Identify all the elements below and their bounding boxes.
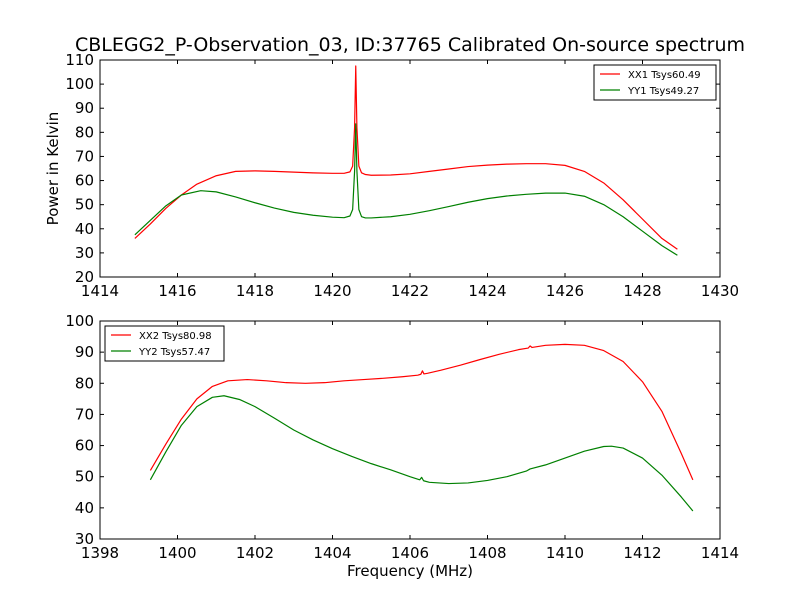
y-tick-label: 60 [75, 172, 94, 190]
y-tick-label: 80 [75, 374, 94, 392]
y-tick-label: 110 [65, 51, 94, 69]
y-tick-label: 30 [75, 244, 94, 262]
x-axis-label: Frequency (MHz) [347, 562, 473, 580]
x-tick-label: 1402 [236, 544, 274, 562]
y-axis-label: Power in Kelvin [44, 112, 62, 226]
series-line-0-0 [134, 65, 678, 250]
legend-label: YY2 Tsys57.47 [138, 347, 210, 358]
y-tick-label: 100 [65, 75, 94, 93]
x-tick-label: 1412 [623, 544, 661, 562]
legend-label: XX1 Tsys60.49 [628, 70, 701, 81]
y-tick-label: 50 [75, 196, 94, 214]
y-tick-label: 100 [65, 312, 94, 330]
y-tick-label: 90 [75, 343, 94, 361]
series-line-0-1 [134, 123, 678, 256]
y-tick-label: 90 [75, 99, 94, 117]
series-line-1-1 [149, 395, 694, 512]
x-tick-label: 1430 [701, 282, 739, 300]
x-tick-label: 1408 [468, 544, 506, 562]
x-tick-label: 1416 [158, 282, 196, 300]
y-tick-label: 60 [75, 437, 94, 455]
x-tick-label: 1410 [546, 544, 584, 562]
x-tick-label: 1400 [158, 544, 196, 562]
legend: XX2 Tsys80.98 YY2 Tsys57.47 [104, 325, 225, 362]
y-tick-label: 30 [75, 530, 94, 548]
legend-box [593, 64, 717, 101]
x-tick-label: 1424 [468, 282, 506, 300]
x-tick-label: 1406 [391, 544, 429, 562]
x-tick-label: 1414 [81, 282, 119, 300]
y-tick-label: 40 [75, 220, 94, 238]
bottom-spectrum-panel: 1398 1400 1402 1404 1406 1408 1410 1412 1414 30 40… [65, 312, 739, 580]
y-tick-label: 50 [75, 468, 94, 486]
legend-label: YY1 Tsys49.27 [627, 86, 699, 97]
y-tick-label: 70 [75, 147, 94, 165]
x-tick-label: 1428 [623, 282, 661, 300]
y-tick-label: 80 [75, 123, 94, 141]
y-tick-label: 20 [75, 268, 94, 286]
x-tick-label: 1404 [313, 544, 351, 562]
top-spectrum-panel: 1414 1416 1418 1420 1422 1424 1426 1428 1430 20 30… [44, 51, 739, 300]
series-line-1-0 [149, 343, 694, 481]
x-tick-label: 1420 [313, 282, 351, 300]
x-tick-label: 1426 [546, 282, 584, 300]
x-tick-label: 1422 [391, 282, 429, 300]
legend-box [104, 325, 225, 362]
x-tick-label: 1418 [236, 282, 274, 300]
y-tick-label: 40 [75, 499, 94, 517]
x-tick-label: 1398 [81, 544, 119, 562]
legend: XX1 Tsys60.49 YY1 Tsys49.27 [593, 64, 717, 101]
y-tick-label: 70 [75, 405, 94, 423]
legend-label: XX2 Tsys80.98 [139, 331, 212, 342]
chart-title: CBLEGG2_P-Observation_03, ID:37765 Calib… [74, 34, 746, 56]
x-tick-label: 1414 [701, 544, 739, 562]
